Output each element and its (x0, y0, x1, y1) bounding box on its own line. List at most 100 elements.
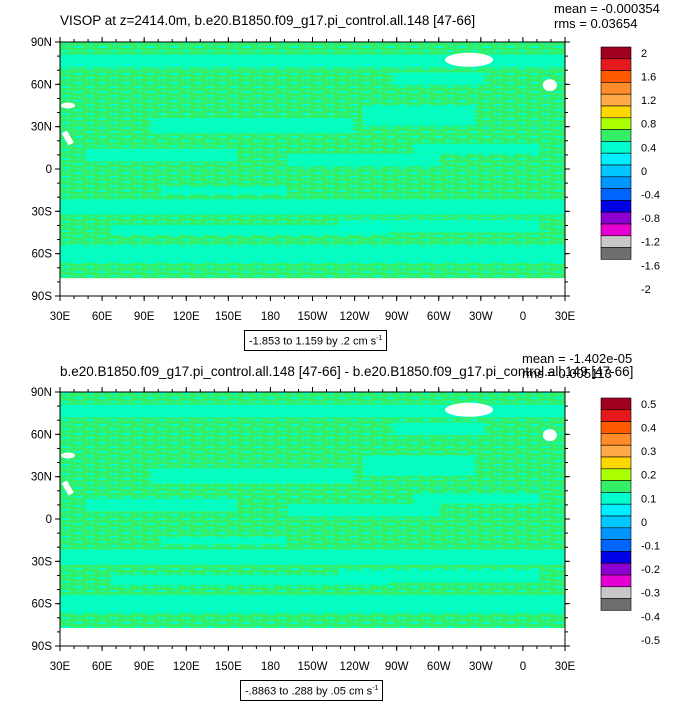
panel2-y-tick-label: 30S (32, 556, 53, 568)
panel1-missing-south (60, 278, 565, 297)
panel2-secondary-band-5 (413, 493, 540, 504)
panel1-secondary-band-8 (337, 219, 540, 233)
panel1-missing-west-2 (61, 130, 74, 146)
panel2-colorbar-label: -0.3 (641, 588, 660, 600)
panel2-x-tick-label: 30E (555, 661, 576, 673)
panel2-secondary-band-8 (337, 569, 540, 583)
panel2-colorbar-box (600, 527, 632, 540)
panel2-secondary-band-10 (161, 536, 288, 545)
panel1-colorbar-label: -2 (641, 284, 651, 296)
panel1-x-tick-label: 60E (92, 311, 113, 323)
panel2-colorbar-box (600, 515, 632, 529)
panel2-colorbar-box (600, 456, 632, 470)
panel1-secondary-band-5 (413, 143, 540, 154)
panel1-secondary-band-3 (85, 148, 237, 162)
panel2-secondary-band-6 (60, 549, 565, 565)
panel1-colorbar-label: 1.2 (641, 95, 656, 107)
panel1-x-tick-label: 120W (340, 311, 370, 323)
panel1-colorbar-box (600, 105, 632, 119)
panel1-y-tick-label: 60S (32, 249, 53, 261)
panel2-mean: mean = -1.402e-05 (522, 351, 633, 366)
panel2-x-tick-label: 150W (297, 661, 327, 673)
panel2-colorbar-label: -0.1 (641, 541, 660, 553)
panel2-y-tick-label: 30N (31, 472, 52, 484)
panel1-colorbar-box (600, 93, 632, 107)
panel2-colorbar-box (600, 433, 632, 446)
panel2-missing-south (60, 628, 565, 647)
panel1-title: VISOP at z=2414.0m, b.e20.B1850.f09_g17.… (60, 13, 476, 28)
panel2-x-tick-label: 30W (469, 661, 493, 673)
panel1-secondary-band-9 (60, 245, 565, 263)
panel1-colorbar-box (600, 223, 632, 237)
panel1-y-tick-label: 60N (31, 79, 52, 91)
panel2-colorbar-box (600, 480, 632, 493)
panel1-colorbar-label: -0.8 (641, 213, 660, 225)
panel1-contour-info: -1.853 to 1.159 by .2 cm s-1 (244, 330, 388, 351)
panel2-colorbar-label: 0.4 (641, 423, 656, 435)
panel2-missing-west-2 (61, 480, 74, 496)
panel2-colorbar-box (600, 586, 632, 599)
panel1-x-tick-label: 120E (173, 311, 200, 323)
panel2-y-tick-label: 60N (31, 429, 52, 441)
panel1-colorbar-box (600, 176, 632, 189)
panel2-colorbar-box (600, 492, 632, 505)
panel1-colorbar-label: 0 (641, 166, 647, 178)
panel1-colorbar-label: -1.6 (641, 260, 660, 272)
panel1-colorbar-box (600, 200, 632, 213)
panel1-x-tick-label: 150W (297, 311, 327, 323)
panel1-x-tick-label: 30E (555, 311, 576, 323)
panel1-y-tick-label: 30N (31, 122, 52, 134)
panel1-x-tick-label: 180 (261, 311, 280, 323)
panel1-colorbar-box (600, 247, 632, 260)
panel1-y-tick-label: 90S (32, 291, 53, 303)
panel1-colorbar-box (600, 82, 632, 95)
panel1-y-tick-label: 30S (32, 206, 53, 218)
panel2-colorbar-box (600, 574, 632, 588)
panel2-y-tick-label: 90S (32, 641, 53, 653)
panel2-colorbar-box (600, 503, 632, 517)
panel2-colorbar-box (600, 421, 632, 434)
panel2-colorbar-box (600, 409, 632, 422)
panel2-colorbar-box (600, 444, 632, 458)
panel1-secondary-band-11 (393, 72, 485, 86)
panel1-colorbar-box (600, 211, 632, 225)
panel1-contour-unit-exp: -1 (376, 335, 383, 342)
panel2-colorbar-label: 0.2 (641, 470, 656, 482)
panel2-secondary-band-1 (150, 468, 353, 484)
panel1-colorbar-label: 1.6 (641, 72, 656, 84)
panel1-contour-info-text: -1.853 to 1.159 by .2 cm s (249, 335, 377, 348)
panel2-secondary-band-3 (85, 498, 237, 512)
panel2-x-tick-label: 30E (50, 661, 71, 673)
panel1-colorbar-label: -1.2 (641, 237, 660, 249)
panel2-colorbar-label: -0.2 (641, 564, 660, 576)
panel2-colorbar-box (600, 539, 632, 552)
panel1-colorbar-box (600, 152, 632, 166)
panel2-contour-unit-exp: -1 (372, 685, 379, 692)
panel2-missing-greenland (445, 402, 494, 417)
panel1-rms: rms = 0.03654 (554, 16, 638, 31)
panel2-secondary-band-0 (60, 404, 565, 418)
panel2-secondary-band-4 (287, 503, 439, 517)
panel2-secondary-band-2 (363, 455, 475, 476)
panel2-x-tick-label: 60W (427, 661, 451, 673)
panel1-x-tick-label: 90W (385, 311, 409, 323)
panel2-colorbar-box (600, 397, 632, 411)
panel1-colorbar-label: 0.4 (641, 142, 656, 154)
panel2-y-tick-label: 0 (46, 514, 52, 526)
panel2-colorbar-label: 0.5 (641, 399, 656, 411)
panel1-secondary-band-10 (161, 186, 288, 195)
panel1-colorbar-box (600, 235, 632, 248)
panel2-colorbar-box (600, 468, 632, 481)
panel2-colorbar-box (600, 551, 632, 564)
panel2-colorbar-label: 0.3 (641, 446, 656, 458)
panel2-secondary-band-9 (60, 595, 565, 613)
panel1-y-tick-label: 90N (31, 37, 52, 49)
panel1-colorbar-label: -0.4 (641, 190, 660, 202)
panel1-colorbar-box (600, 129, 632, 142)
panel2-x-tick-label: 0 (520, 661, 526, 673)
panel1-y-tick-label: 0 (46, 164, 52, 176)
panel2-colorbar-label: 0 (641, 517, 647, 529)
panel1-missing-west (61, 102, 75, 109)
panel1-colorbar-label: 2 (641, 48, 647, 60)
